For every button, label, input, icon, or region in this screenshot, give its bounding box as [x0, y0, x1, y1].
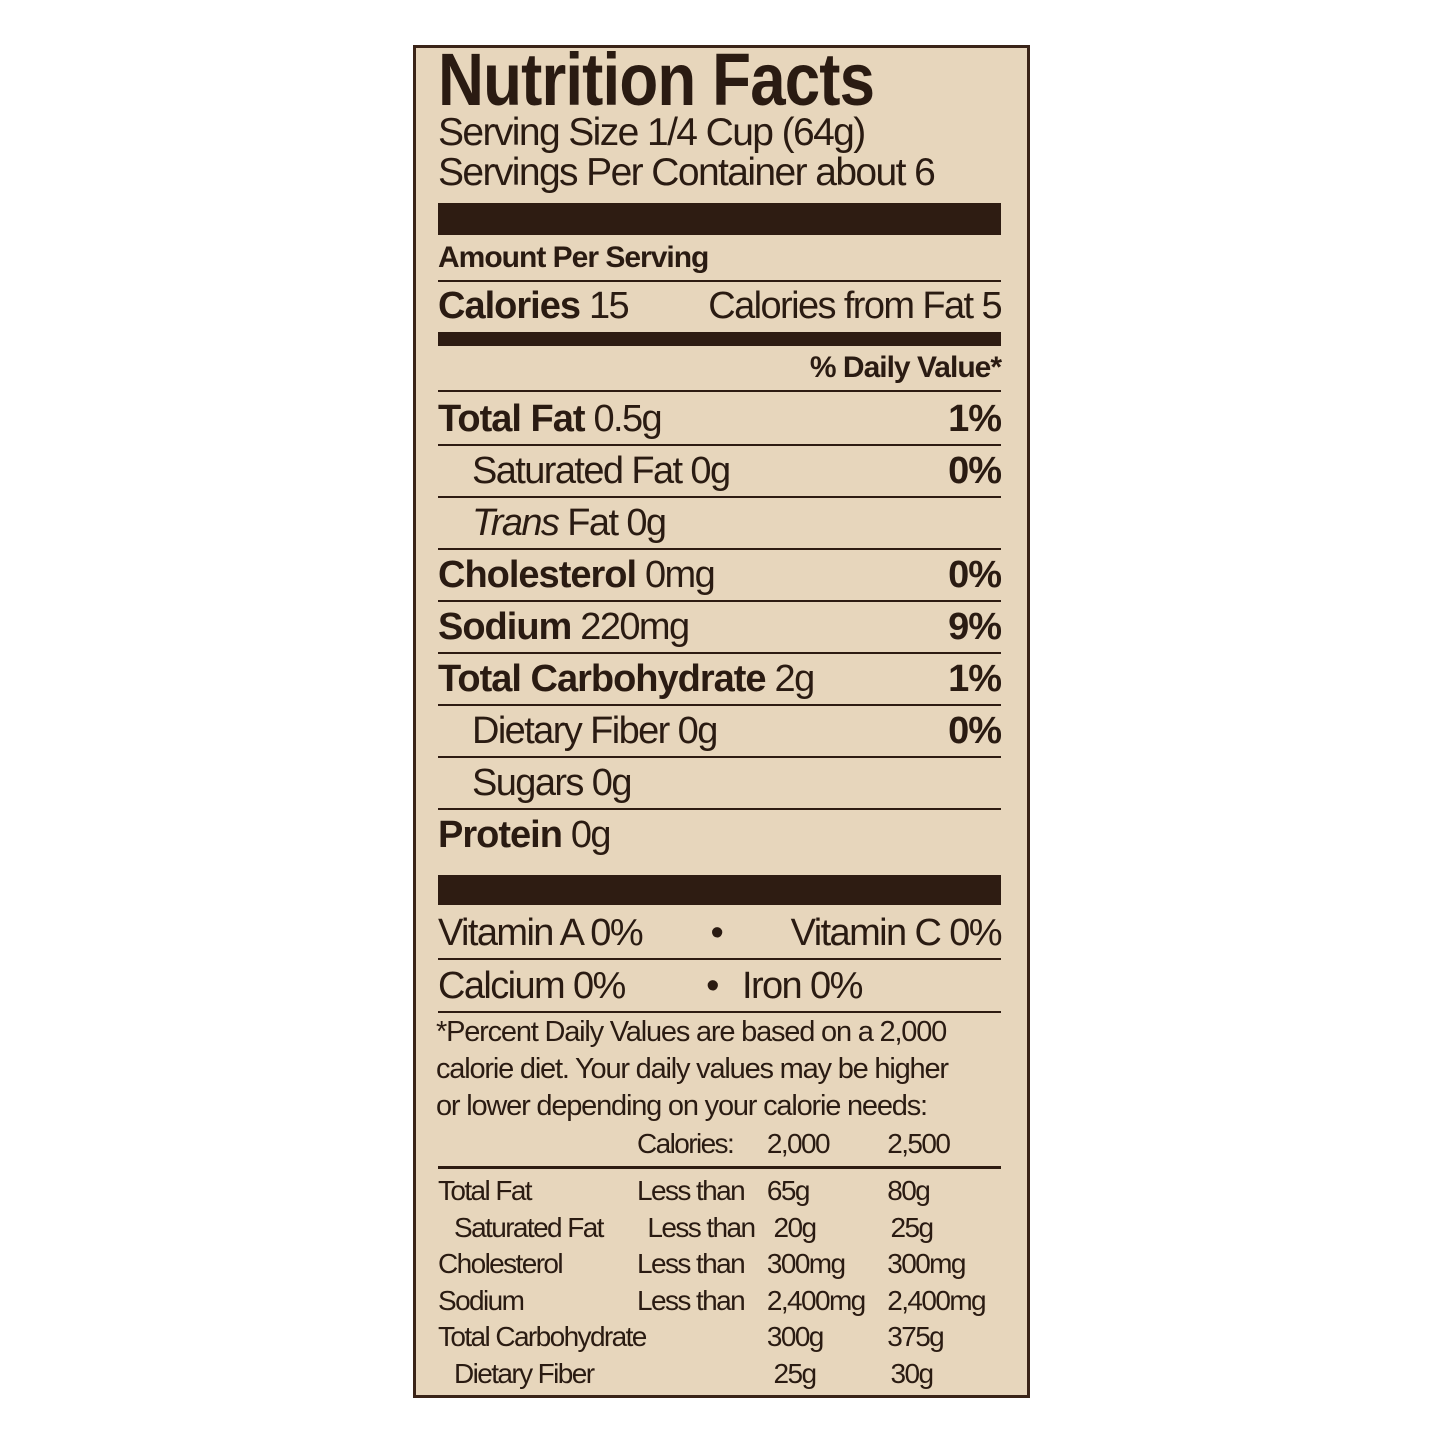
servings-per-container: Servings Per Container about 6	[438, 151, 936, 194]
cell: 2,400mg	[766, 1284, 866, 1316]
cell: 300mg	[887, 1248, 966, 1279]
nutrient-amount: 0g	[677, 709, 719, 752]
nutrient-row-sodium: Sodium 220mg 9%	[438, 602, 1002, 654]
nutrient-amount: 0mg	[645, 553, 716, 596]
cell: 65g	[766, 1175, 811, 1206]
nutrient-label: Trans	[472, 501, 560, 544]
cell: 20g	[773, 1211, 818, 1243]
nutrient-row-protein: Protein 0g	[438, 810, 1001, 860]
nutrient-dv: 0%	[948, 709, 1002, 752]
nutrient-label: Total Carbohydrate	[438, 657, 767, 700]
label-title: Nutrition Facts	[438, 38, 875, 121]
nutrient-amount: 0g	[591, 761, 633, 804]
thick-divider	[438, 875, 1001, 905]
nutrient-label: Total Fat	[438, 397, 586, 440]
reference-rows: Total Fat Less than 65g 80g Saturated Fat Les…	[438, 1173, 1001, 1392]
bullet-separator: •	[710, 911, 723, 954]
cell: 2,400mg	[887, 1284, 986, 1316]
reference-row: Sodium Less than 2,400mg 2,400mg	[438, 1283, 1001, 1320]
calories-label: Calories	[438, 284, 581, 327]
footnote-line: *Percent Daily Values are based on a 2,0…	[436, 1016, 947, 1048]
nutrient-amount: 0g	[690, 449, 731, 492]
cell: 300mg	[766, 1248, 846, 1279]
nutrition-facts-label: Nutrition Facts Serving Size 1/4 Cup (64…	[413, 38, 1030, 1398]
cell: Cholesterol	[438, 1248, 564, 1279]
nutrient-list: Total Fat 0.5g 1% Saturated Fat 0g 0% Tran…	[438, 394, 1002, 860]
reference-row: Cholesterol Less than 300mg 300mg	[438, 1246, 1001, 1283]
cell: Less than	[637, 1284, 746, 1316]
calories-value: 15	[588, 284, 630, 327]
nutrient-label-suffix: Fat	[567, 501, 619, 544]
nutrient-amount: 220mg	[580, 605, 690, 648]
amount-per-serving: Amount Per Serving	[438, 240, 1001, 282]
cell: Calories:	[637, 1128, 735, 1159]
mineral-row: Calcium 0% • Iron 0%	[438, 961, 1001, 1013]
nutrient-label: Dietary Fiber	[472, 709, 670, 752]
nutrient-label: Sugars	[472, 761, 584, 804]
medium-divider	[438, 332, 1001, 346]
cell: Less than	[647, 1211, 756, 1243]
nutrient-row-cholesterol: Cholesterol 0mg 0%	[438, 550, 1002, 602]
calories-row: Calories 15 Calories from Fat 5	[438, 282, 1003, 330]
nutrient-label: Protein	[438, 813, 563, 856]
cell: 30g	[890, 1357, 935, 1389]
cell: Total Carbohydrate	[438, 1321, 647, 1352]
nutrient-dv: 9%	[948, 605, 1002, 648]
cell: Total Fat	[438, 1175, 533, 1206]
cell: Dietary Fiber	[454, 1357, 595, 1389]
nutrient-dv: 1%	[948, 397, 1002, 440]
nutrient-row-trans-fat: Trans Fat 0g	[438, 498, 1001, 550]
cell: Sodium	[438, 1284, 525, 1316]
calcium: Calcium 0%	[438, 964, 626, 1007]
vitamin-a: Vitamin A 0%	[438, 911, 644, 954]
cell: 25g	[773, 1357, 818, 1389]
cell: Less than	[637, 1248, 746, 1279]
reference-table: Calories: 2,000 2,500 Total Fat Less than…	[438, 1126, 1001, 1392]
cell: 2,000	[766, 1128, 831, 1159]
vitamin-row: Vitamin A 0% • Vitamin C 0%	[438, 908, 1003, 960]
serving-size: Serving Size 1/4 Cup (64g)	[438, 111, 866, 154]
reference-row: Dietary Fiber 25g 30g	[438, 1356, 1001, 1393]
reference-header: Calories: 2,000 2,500	[438, 1126, 1001, 1169]
nutrient-dv: 1%	[948, 657, 1002, 700]
nutrient-row-total-carbohydrate: Total Carbohydrate 2g 1%	[438, 654, 1002, 706]
nutrient-row-dietary-fiber: Dietary Fiber 0g 0%	[438, 706, 1002, 758]
cell: 300g	[766, 1321, 824, 1352]
thick-divider	[438, 203, 1001, 235]
daily-value-header: % Daily Value*	[438, 350, 1002, 392]
nutrient-label: Sodium	[438, 605, 572, 648]
nutrient-amount: 2g	[774, 657, 816, 700]
reference-row: Total Carbohydrate 300g 375g	[438, 1319, 1001, 1356]
nutrient-dv: 0%	[948, 553, 1002, 596]
footnote-line: calorie diet. Your daily values may be h…	[436, 1053, 949, 1085]
nutrient-row-total-fat: Total Fat 0.5g 1%	[438, 394, 1002, 446]
cell: Less than	[637, 1175, 746, 1206]
nutrient-row-saturated-fat: Saturated Fat 0g 0%	[438, 446, 1002, 498]
nutrient-amount: 0g	[570, 813, 612, 856]
cell: 375g	[887, 1321, 944, 1352]
cell: 2,500	[887, 1128, 951, 1159]
cell: 80g	[887, 1175, 931, 1206]
nutrient-amount: 0.5g	[593, 397, 662, 440]
iron: Iron 0%	[742, 964, 863, 1007]
footnote: *Percent Daily Values are based on a 2,0…	[436, 1014, 1001, 1125]
nutrient-label: Cholesterol	[438, 553, 637, 596]
calories-from-fat: Calories from Fat 5	[708, 284, 1002, 327]
nutrient-amount: 0g	[626, 501, 667, 544]
vitamin-c: Vitamin C 0%	[790, 911, 1003, 954]
reference-row: Total Fat Less than 65g 80g	[438, 1173, 1001, 1210]
nutrient-row-sugars: Sugars 0g	[438, 758, 1001, 810]
cell: Saturated Fat	[454, 1211, 604, 1243]
footnote-line: or lower depending on your calorie needs…	[436, 1090, 928, 1122]
cell: 25g	[890, 1211, 935, 1243]
nutrient-dv: 0%	[948, 449, 1002, 492]
nutrient-label: Saturated Fat	[472, 449, 683, 492]
cell	[647, 1356, 773, 1393]
reference-row: Saturated Fat Less than 20g 25g	[438, 1210, 1001, 1247]
cell	[438, 1126, 637, 1166]
bullet-separator: •	[706, 964, 719, 1007]
